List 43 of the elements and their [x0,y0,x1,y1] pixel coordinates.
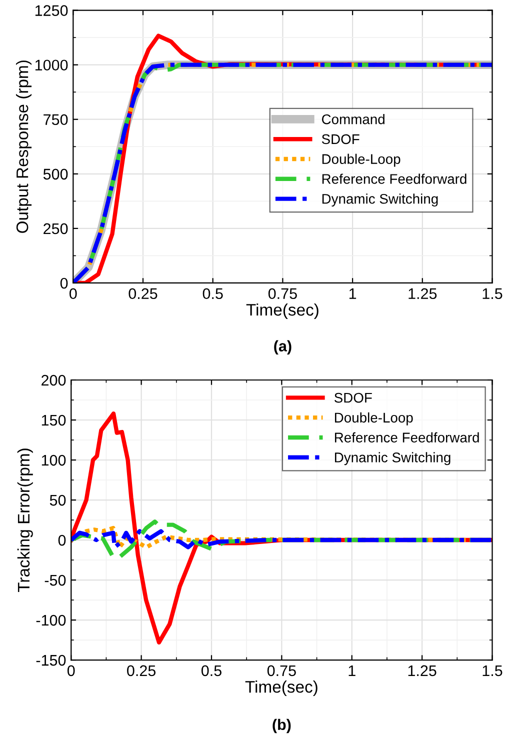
y-tick-label: -50 [44,574,66,586]
y-tick-label: 750 [44,114,68,126]
x-axis-title: Time(sec) [245,680,318,696]
x-tick-label: 0.25 [127,665,156,676]
x-tick-label: 0.25 [128,288,158,300]
legend-label: Double-Loop [334,412,413,426]
legend-label: Double-Loop [322,154,400,167]
y-tick-label: -100 [36,614,66,626]
y-tick-label: 1250 [35,5,68,16]
legend-label: Command [322,114,384,124]
x-tick-label: 0.5 [201,665,222,676]
legend-label: SDOF [322,134,360,144]
x-tick-label: 1 [348,665,356,676]
x-tick-label: 0.5 [202,288,223,300]
y-tick-label: 0 [60,278,68,289]
legend-label: Dynamic Switching [334,452,450,466]
y-tick-label: 1000 [35,60,68,71]
legend-label: Dynamic Switching [322,194,438,207]
legend-label: Reference Feedforward [322,174,466,184]
y-tick-label: 500 [43,168,68,180]
y-tick-label: 150 [42,414,66,426]
x-tick-label: 0.75 [268,288,297,300]
legend-label: SDOF [334,392,372,403]
y-tick-label: -150 [36,654,66,666]
x-tick-label: 0 [67,665,75,676]
x-tick-label: 1.5 [482,665,502,676]
y-tick-label: 250 [44,223,68,234]
y-tick-label: 0 [58,534,66,546]
x-tick-label: 1.25 [408,665,436,676]
y-axis-title: Output Response (rpm) [16,60,32,233]
x-tick-label: 1 [349,288,356,299]
x-axis-title: Time(sec) [246,303,318,319]
x-tick-label: 0.75 [267,665,296,676]
y-tick-label: 100 [42,454,66,466]
text: (a) [274,340,292,354]
y-tick-label: 50 [50,494,66,506]
x-tick-label: 0 [70,288,77,300]
legend-label: Reference Feedforward [334,432,479,442]
x-tick-label: 1.5 [482,288,502,300]
y-tick-label: 200 [42,374,66,386]
y-axis-title: Tracking Error(rpm) [17,448,33,592]
x-tick-label: 1.25 [408,288,437,300]
text: (b) [272,718,291,734]
